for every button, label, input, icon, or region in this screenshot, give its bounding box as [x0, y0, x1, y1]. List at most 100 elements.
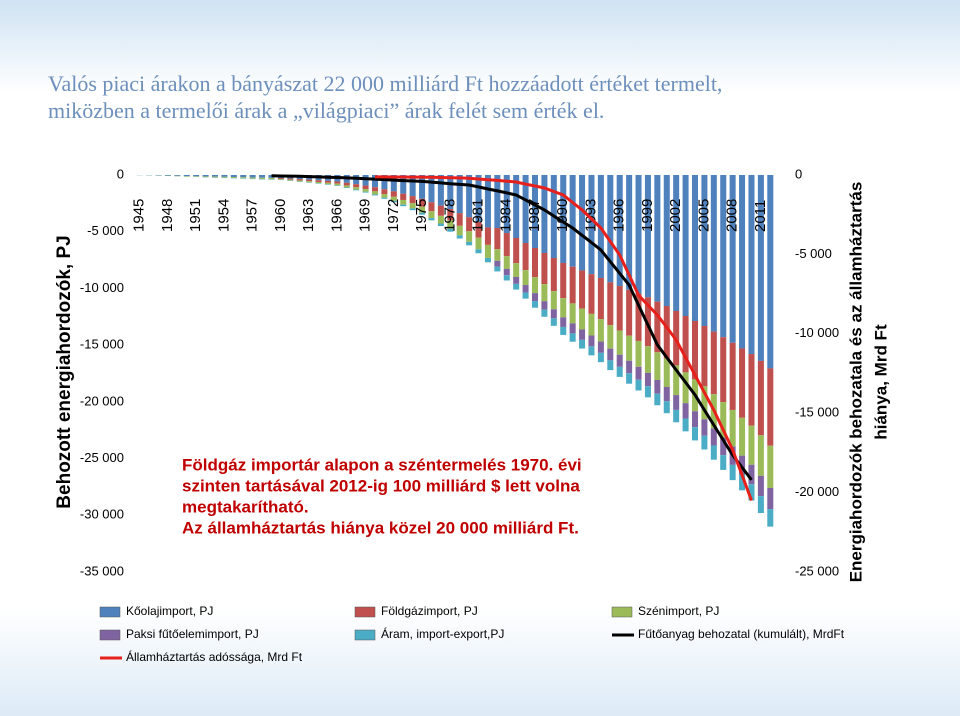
legend-label: Paksi fűtőelemimport, PJ	[126, 627, 259, 641]
x-tick-label: 2011	[752, 200, 769, 232]
bar-segment	[569, 323, 576, 334]
bar-segment	[654, 379, 661, 394]
bar-segment	[729, 464, 736, 481]
bar-segment	[371, 175, 379, 188]
bar-segment	[409, 175, 416, 197]
bar-segment	[522, 285, 529, 293]
bar-segment	[691, 411, 699, 428]
bar-segment	[560, 175, 567, 263]
bar-segment	[211, 176, 219, 178]
y-tick-label: -15 000	[80, 337, 124, 352]
bar-segment	[221, 176, 228, 178]
bar-segment	[409, 196, 416, 204]
bar-segment	[494, 228, 501, 250]
bar-segment	[729, 409, 736, 447]
bar-segment	[249, 175, 256, 178]
bar-segment	[767, 445, 774, 488]
bar-segment	[691, 427, 699, 441]
bar-segment	[626, 289, 633, 336]
bar-segment	[315, 180, 322, 182]
bar-segment	[390, 191, 397, 197]
bar-segment	[588, 274, 595, 314]
y-tick-label: -20 000	[80, 393, 124, 408]
bar-segment	[513, 175, 520, 239]
bar-segment	[522, 270, 529, 286]
plot-area: 0 -5 000 -10 000 -15 000 -20 000 -25 000 -30 0…	[80, 166, 839, 578]
bar-segment	[597, 352, 604, 363]
bar-segment	[381, 175, 388, 190]
bar-segment	[682, 403, 689, 419]
y-tick-label: -25 000	[80, 450, 124, 465]
x-tick-label: 1951	[187, 199, 204, 232]
bar-segment	[644, 175, 651, 298]
bar-segment	[522, 175, 529, 244]
bar-segment	[419, 206, 426, 213]
bar-segment	[362, 175, 369, 186]
bar-segment	[767, 175, 774, 369]
bar-segment	[353, 187, 360, 190]
bar-segment	[550, 309, 557, 319]
bar-segment	[748, 464, 755, 485]
bar-segment	[513, 263, 520, 277]
bar-segment	[531, 293, 539, 302]
bar-segment	[287, 178, 294, 180]
bar-segment	[729, 342, 736, 410]
bar-segment	[635, 175, 642, 294]
bar-segment	[757, 360, 764, 436]
line	[375, 175, 753, 502]
bar-segment	[503, 256, 510, 269]
bar-segment	[682, 418, 689, 432]
bar-segment	[494, 266, 501, 272]
bar-segment	[475, 249, 482, 254]
bar-segment	[607, 325, 614, 349]
bar-segment	[635, 293, 642, 341]
bar-segment	[654, 301, 661, 353]
bar-segment	[484, 175, 491, 228]
bar-segment	[710, 175, 717, 332]
bar-segment	[550, 291, 557, 310]
bar-segment	[362, 185, 369, 190]
y-tick-label: -10 000	[80, 280, 124, 295]
bar-segment	[541, 175, 548, 253]
bar-segment	[626, 360, 633, 374]
bar-segment	[739, 175, 746, 349]
bar-segment	[682, 175, 689, 316]
bar-segment	[663, 401, 670, 414]
bar-segment	[334, 183, 341, 186]
bar-segment	[428, 202, 435, 212]
y2-tick-label: -20 000	[795, 484, 839, 499]
bar-segment	[550, 318, 557, 326]
bar-segment	[729, 175, 736, 343]
bar-segment	[607, 348, 614, 361]
bar-segment	[541, 309, 548, 317]
bar-segment	[588, 335, 595, 347]
bar-segment	[419, 212, 426, 215]
bar-segment	[701, 175, 708, 326]
bar-segment	[522, 292, 529, 299]
bar-segment	[277, 179, 284, 180]
x-tick-label: 1960	[272, 199, 289, 232]
bar-segment	[560, 317, 567, 327]
bar-segment	[503, 275, 510, 281]
bar-segment	[240, 175, 247, 178]
bar-segment	[362, 189, 369, 192]
x-tick-label: 1993	[582, 199, 599, 232]
bar-segment	[513, 283, 520, 290]
x-tick-label: 1981	[469, 199, 486, 232]
bar-segment	[588, 175, 595, 275]
bar-segment	[343, 187, 350, 189]
bar-segment	[419, 175, 426, 199]
bar-segment	[409, 203, 416, 209]
bar-segment	[701, 325, 708, 387]
bar-segment	[400, 193, 407, 200]
bar-segment	[654, 393, 661, 406]
y-tick-label: -35 000	[80, 563, 124, 578]
bar-segment	[437, 223, 444, 227]
x-tick-label: 1972	[385, 199, 402, 232]
legend-label: Szénimport, PJ	[638, 604, 719, 618]
bar-segment	[607, 175, 614, 283]
legend-label: Kőolajimport, PJ	[126, 604, 213, 618]
bar-segment	[663, 386, 670, 402]
bar-segment	[334, 185, 341, 186]
